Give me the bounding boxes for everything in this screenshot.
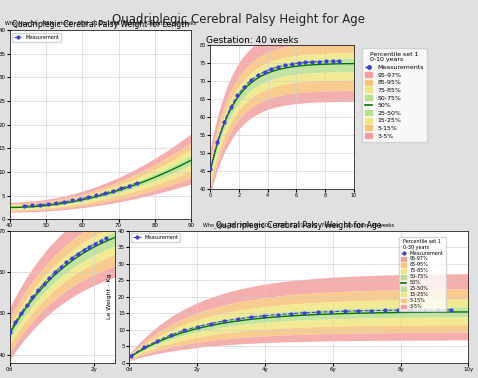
Text: Gestation: 40 weeks: Gestation: 40 weeks bbox=[206, 36, 298, 45]
Text: Who_Mpa_5h · MRN: who00 · DOB: 01/01/1990 · Female · Gestation: 40 weeks: Who_Mpa_5h · MRN: who00 · DOB: 01/01/199… bbox=[5, 21, 196, 26]
Title: Quadriplegic Cerebral Palsy Weight for Age: Quadriplegic Cerebral Palsy Weight for A… bbox=[216, 221, 381, 230]
Title: Quadriplegic Cerebral Palsy Weight for Length: Quadriplegic Cerebral Palsy Weight for L… bbox=[12, 20, 189, 29]
Text: Who_Mpa_5h · MRN: who00 · DOB: 01/01/1990 · Female · Gestation: 40 weeks: Who_Mpa_5h · MRN: who00 · DOB: 01/01/199… bbox=[203, 222, 394, 228]
Legend: Measurement, 95-97%, 85-95%, 75-85%, 50-75%, 50%, 25-50%, 15-25%, 5-15%, 3-5%: Measurement, 95-97%, 85-95%, 75-85%, 50-… bbox=[399, 237, 445, 311]
Text: Quadriplegic Cerebral Palsy Height for Age: Quadriplegic Cerebral Palsy Height for A… bbox=[112, 13, 366, 26]
Legend: Measurements, 95-97%, 85-95%, 75-85%, 50-75%, 50%, 25-50%, 15-25%, 5-15%, 3-5%: Measurements, 95-97%, 85-95%, 75-85%, 50… bbox=[362, 48, 427, 142]
Legend: Measurement: Measurement bbox=[12, 33, 61, 42]
Legend: Measurement: Measurement bbox=[131, 233, 180, 242]
Y-axis label: Le Weight - Kg: Le Weight - Kg bbox=[108, 274, 112, 319]
